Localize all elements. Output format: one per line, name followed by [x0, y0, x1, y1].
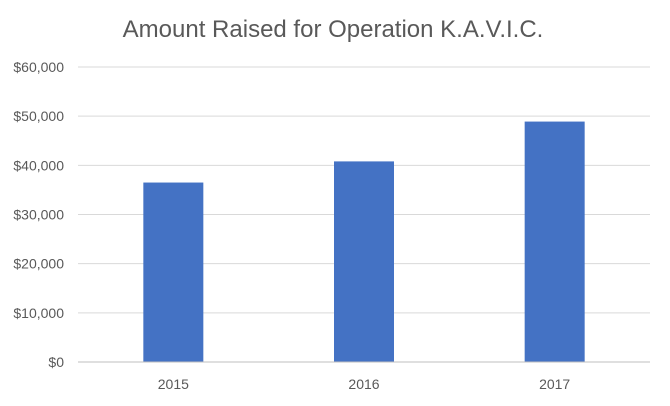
y-tick-label: $20,000	[13, 256, 64, 272]
x-axis-tick-labels: 2015 2016 2017	[158, 376, 571, 392]
y-tick-label: $10,000	[13, 305, 64, 321]
y-tick-label: $50,000	[13, 108, 64, 124]
y-tick-label: $60,000	[13, 59, 64, 75]
bar-2015	[143, 182, 204, 362]
x-tick-label: 2016	[348, 376, 379, 392]
bar-2017	[524, 121, 585, 362]
bar-2016	[334, 161, 394, 362]
y-tick-label: $30,000	[13, 207, 64, 223]
y-axis-tick-labels: $0 $10,000 $20,000 $30,000 $40,000 $50,000 $60…	[13, 59, 64, 370]
bars	[143, 121, 585, 362]
x-tick-label: 2015	[158, 376, 189, 392]
chart-title: Amount Raised for Operation K.A.V.I.C.	[123, 16, 544, 43]
x-tick-label: 2017	[539, 376, 570, 392]
y-tick-label: $40,000	[13, 157, 64, 173]
y-tick-label: $0	[48, 354, 64, 370]
